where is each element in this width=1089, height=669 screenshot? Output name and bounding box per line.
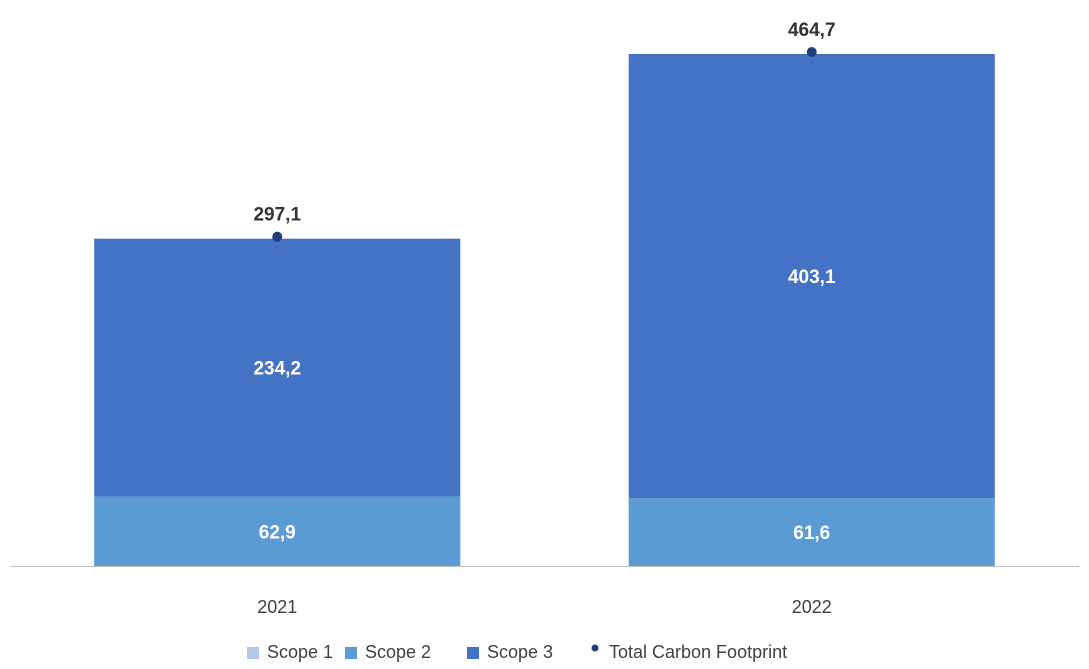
data-label-scope-2-2022: 61,6 xyxy=(793,523,830,544)
legend-label-total-carbon-footprint: Total Carbon Footprint xyxy=(609,642,787,662)
bar-scope-3-2022 xyxy=(628,54,995,499)
x-tick-label-2021: 2021 xyxy=(257,597,297,617)
legend-label-scope-2: Scope 2 xyxy=(365,642,431,662)
total-point-2021 xyxy=(272,231,283,242)
legend-label-scope-1: Scope 1 xyxy=(267,642,333,662)
total-label-2022: 464,7 xyxy=(788,20,836,41)
bar-scope-3-2021 xyxy=(94,238,461,497)
legend-label-scope-3: Scope 3 xyxy=(487,642,553,662)
total-point-2022 xyxy=(806,47,817,57)
bars-layer xyxy=(94,54,995,566)
data-label-scope-2-2021: 62,9 xyxy=(259,522,296,543)
legend-swatch-scope-1 xyxy=(247,647,259,659)
legend-swatch-scope-3 xyxy=(467,647,479,659)
bar-scope-2-2021 xyxy=(94,496,461,566)
legend-swatch-total-carbon-footprint xyxy=(591,644,599,652)
legend: Scope 1 Scope 2 Scope 3 Total Carbon Footpr… xyxy=(247,642,787,662)
labels-layer: 62,9 234,2 297,1 2021 61,6 403,1 464,7 2022 xyxy=(253,20,835,617)
data-label-scope-3-2021: 234,2 xyxy=(253,359,301,380)
x-tick-label-2022: 2022 xyxy=(792,597,832,617)
bar-scope-2-2022 xyxy=(628,498,995,566)
legend-swatch-scope-2 xyxy=(345,647,357,659)
data-label-scope-3-2022: 403,1 xyxy=(788,267,836,288)
total-label-2021: 297,1 xyxy=(253,205,301,226)
